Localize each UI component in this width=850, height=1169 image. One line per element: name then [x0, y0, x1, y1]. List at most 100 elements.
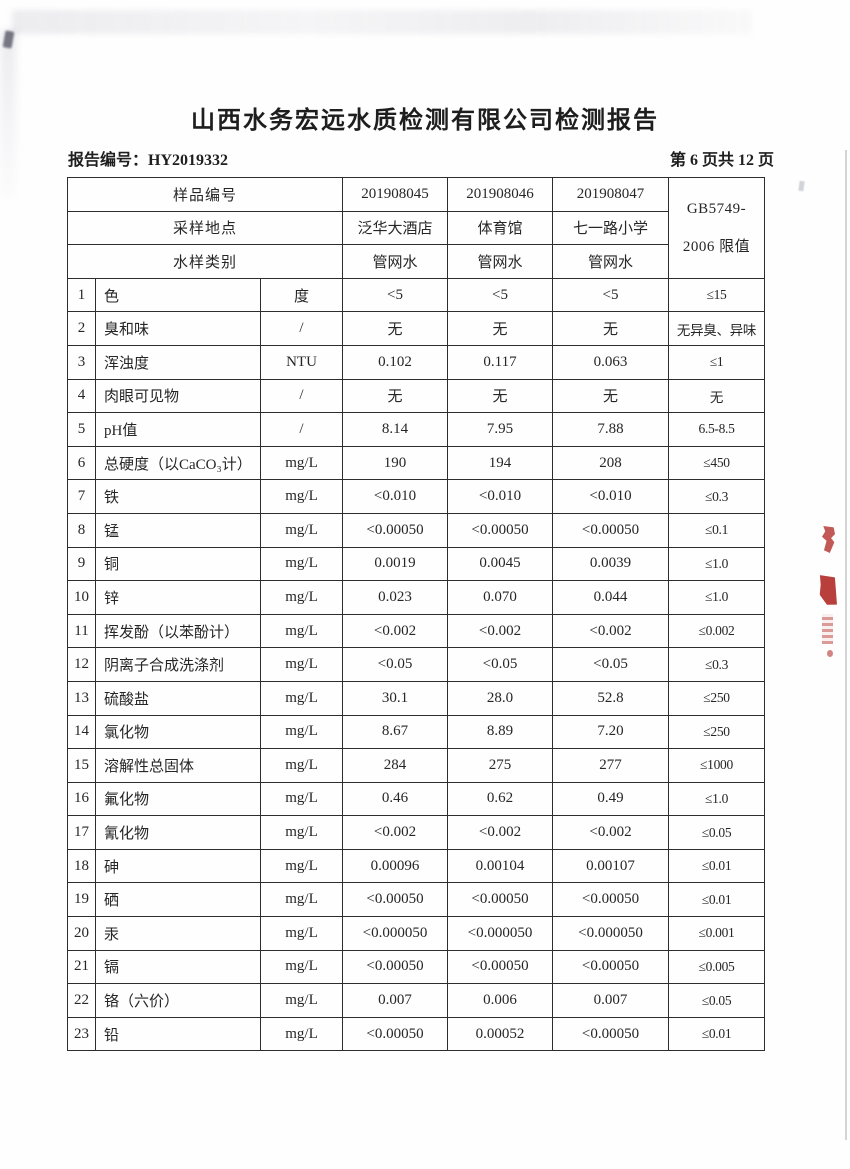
sample-2-value: 194 [447, 445, 554, 481]
row-number: 10 [67, 580, 96, 615]
sample-2-value: 0.62 [447, 781, 554, 817]
limit-value: ≤1 [668, 344, 766, 380]
sample-2-value: 0.00104 [447, 848, 554, 884]
param-unit: mg/L [259, 445, 344, 481]
sample-1-value: 0.023 [342, 580, 449, 615]
param-name: 铜 [95, 546, 261, 582]
sample-1-value: <0.05 [342, 647, 449, 682]
sample-3-value: <0.002 [552, 815, 670, 850]
sample-1-value: <0.010 [342, 479, 449, 514]
sample-2-value: 7.95 [447, 412, 554, 447]
row-number: 23 [67, 1016, 96, 1052]
sample-3-value: 0.007 [552, 983, 670, 1018]
limit-value: ≤0.001 [668, 916, 766, 951]
sample-2-value: 8.89 [447, 714, 554, 750]
limit-value: ≤0.01 [668, 882, 766, 918]
sample-1-value: <0.000050 [342, 916, 449, 951]
param-unit: mg/L [259, 781, 344, 817]
limit-value: ≤0.05 [668, 983, 766, 1018]
param-unit: NTU [259, 344, 344, 380]
sample-1-value: 0.0019 [342, 546, 449, 582]
table-row: 10 锌 mg/L 0.023 0.070 0.044 ≤1.0 [67, 580, 766, 615]
param-name: 铬（六价） [95, 983, 261, 1018]
sample-2-value: 28.0 [447, 680, 554, 716]
row-number: 17 [67, 815, 96, 850]
stamp-fragment [816, 573, 839, 608]
param-unit: mg/L [259, 748, 344, 783]
sample-3-value: <0.00050 [552, 1016, 670, 1052]
sample-2-value: 0.0045 [447, 546, 554, 582]
table-row: 3 浑浊度 NTU 0.102 0.117 0.063 ≤1 [67, 344, 766, 380]
header-label: 样品编号 [66, 177, 344, 212]
limit-value: 无 [668, 378, 766, 414]
sample-1-value: <0.00050 [342, 882, 449, 918]
param-name: 锰 [95, 512, 261, 548]
sample-id: 201908047 [552, 177, 670, 212]
param-unit: mg/L [259, 580, 344, 615]
limit-value: ≤250 [668, 680, 766, 716]
row-number: 11 [67, 613, 96, 649]
sample-3-value: 0.0039 [552, 546, 670, 582]
limit-value: ≤15 [668, 277, 766, 313]
sample-1-value: <0.002 [342, 815, 449, 850]
header-row-location: 采样地点 泛华大酒店 体育馆 七一路小学 [66, 210, 765, 246]
sample-id: 201908045 [342, 177, 449, 212]
table-row: 13 硫酸盐 mg/L 30.1 28.0 52.8 ≤250 [67, 680, 766, 716]
limit-value: ≤0.3 [668, 647, 766, 682]
table-row: 1 色度 <5 <5 <5 ≤15 [67, 277, 766, 313]
param-name: 铁 [95, 479, 261, 514]
table-row: 16 氟化物 mg/L 0.46 0.62 0.49 ≤1.0 [67, 781, 766, 817]
sample-1-value: <0.00050 [342, 1016, 449, 1052]
sample-2-value: <0.010 [447, 479, 554, 514]
limit-value: 6.5-8.5 [668, 412, 766, 447]
row-number: 16 [67, 781, 96, 817]
sample-2-value: <0.002 [447, 613, 554, 649]
water-type: 管网水 [447, 244, 554, 279]
param-unit: / [259, 311, 344, 346]
param-unit: mg/L [259, 882, 344, 918]
sample-1-value: <0.002 [342, 613, 449, 649]
row-number: 12 [67, 647, 96, 682]
param-name: 肉眼可见物 [95, 378, 261, 414]
param-unit: mg/L [259, 680, 344, 716]
table-row: 9 铜 mg/L 0.0019 0.0045 0.0039 ≤1.0 [67, 546, 766, 582]
table-row: 4 肉眼可见物 / 无无无无 [67, 378, 766, 414]
limit-value: ≤1000 [668, 748, 766, 783]
param-unit: mg/L [259, 512, 344, 548]
row-number: 21 [67, 949, 96, 985]
sample-2-value: 0.070 [447, 580, 554, 615]
table-row: 17 氰化物 mg/L <0.002 <0.002 <0.002 ≤0.05 [67, 815, 766, 850]
param-unit: / [259, 378, 344, 414]
limit-value: ≤1.0 [668, 546, 766, 582]
limit-value: ≤0.3 [668, 479, 766, 514]
param-name: 阴离子合成洗涤剂 [95, 647, 261, 682]
sample-1-value: 0.00096 [342, 848, 449, 884]
report-number: 报告编号：HY2019332 [68, 146, 228, 170]
sample-1-value: 无 [342, 311, 449, 346]
sample-2-value: 0.006 [447, 983, 554, 1018]
row-number: 15 [67, 748, 96, 783]
limit-value: 无异臭、异味 [668, 311, 766, 346]
limit-value: ≤0.002 [668, 613, 766, 649]
limit-value: ≤1.0 [668, 781, 766, 817]
param-unit: 度 [259, 277, 344, 313]
param-name: 总硬度（以CaCO₃计） [95, 445, 261, 481]
table-row: 19 硒 mg/L <0.00050 <0.00050 <0.00050 ≤0.01 [67, 882, 766, 918]
scan-speck [798, 180, 805, 192]
sample-3-value: 无 [552, 311, 670, 346]
row-number: 7 [67, 479, 96, 514]
sample-id: 201908046 [447, 177, 554, 212]
param-name: 氯化物 [95, 714, 261, 750]
water-type: 管网水 [342, 244, 449, 279]
report-number-value: HY2019332 [148, 152, 229, 169]
sample-2-value: <0.002 [447, 815, 554, 850]
meta-row: 报告编号：HY2019332 第 6 页共 12 页 [68, 146, 774, 170]
stamp-fragment [822, 526, 835, 553]
row-number: 22 [67, 983, 96, 1018]
sample-3-value: 7.20 [552, 714, 670, 750]
sample-1-value: 8.67 [342, 714, 449, 750]
param-name: 硫酸盐 [95, 680, 261, 716]
row-number: 19 [67, 882, 96, 918]
limit-value: ≤450 [668, 445, 766, 481]
sample-1-value: 30.1 [342, 680, 449, 716]
